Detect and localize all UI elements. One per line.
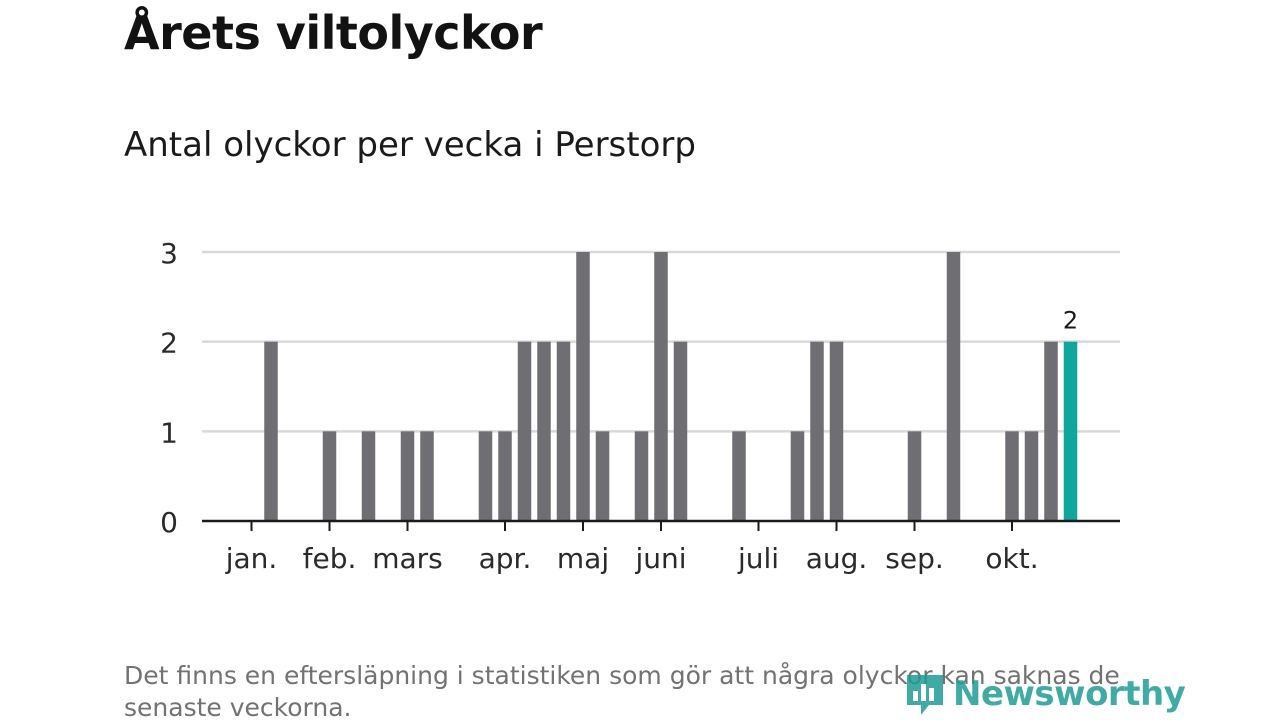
bar — [673, 341, 688, 521]
bar — [732, 431, 746, 521]
x-tick-label: sep. — [885, 542, 944, 575]
bar — [1044, 341, 1058, 521]
bar — [420, 431, 434, 521]
bar — [264, 341, 278, 521]
newsworthy-logo[interactable]: Newsworthy — [903, 670, 1186, 718]
bar — [556, 341, 571, 521]
y-tick-label: 0 — [160, 506, 178, 539]
bar — [517, 341, 532, 521]
x-tick-label: apr. — [479, 542, 532, 575]
bar — [478, 431, 493, 521]
y-tick-label: 3 — [160, 237, 178, 270]
y-tick-label: 2 — [160, 327, 178, 360]
bar — [322, 431, 337, 521]
bar — [361, 431, 376, 521]
chart-title: Årets viltolyckor — [124, 6, 543, 60]
footnote: Det finns en eftersläpning i statistiken… — [124, 661, 1120, 720]
x-tick-label: juni — [634, 542, 686, 575]
bar — [946, 252, 961, 521]
bar-chart-logo-icon — [907, 675, 943, 715]
bar — [498, 431, 512, 521]
bar — [654, 252, 668, 521]
chart-subtitle: Antal olyckor per vecka i Perstorp — [124, 125, 696, 165]
bar — [634, 431, 649, 521]
bar — [1005, 431, 1019, 521]
bar-highlight — [1063, 341, 1078, 521]
bar — [790, 431, 805, 521]
highlight-data-label: 2 — [1063, 307, 1078, 335]
x-tick-label: maj — [557, 542, 609, 575]
x-tick-label: mars — [372, 542, 443, 575]
x-tick-label: feb. — [303, 542, 357, 575]
bar — [810, 341, 824, 521]
bar — [1024, 431, 1039, 521]
bar — [907, 431, 922, 521]
x-tick-label: juli — [737, 542, 779, 575]
bar — [400, 431, 415, 521]
logo-text: Newsworthy — [953, 674, 1186, 714]
x-tick-label: aug. — [806, 542, 868, 575]
x-tick-label: okt. — [985, 542, 1038, 575]
bar — [595, 431, 610, 521]
y-tick-label: 1 — [160, 416, 178, 449]
bar — [576, 252, 590, 521]
bar — [829, 341, 844, 521]
x-tick-label: jan. — [225, 542, 278, 575]
bar — [537, 341, 551, 521]
